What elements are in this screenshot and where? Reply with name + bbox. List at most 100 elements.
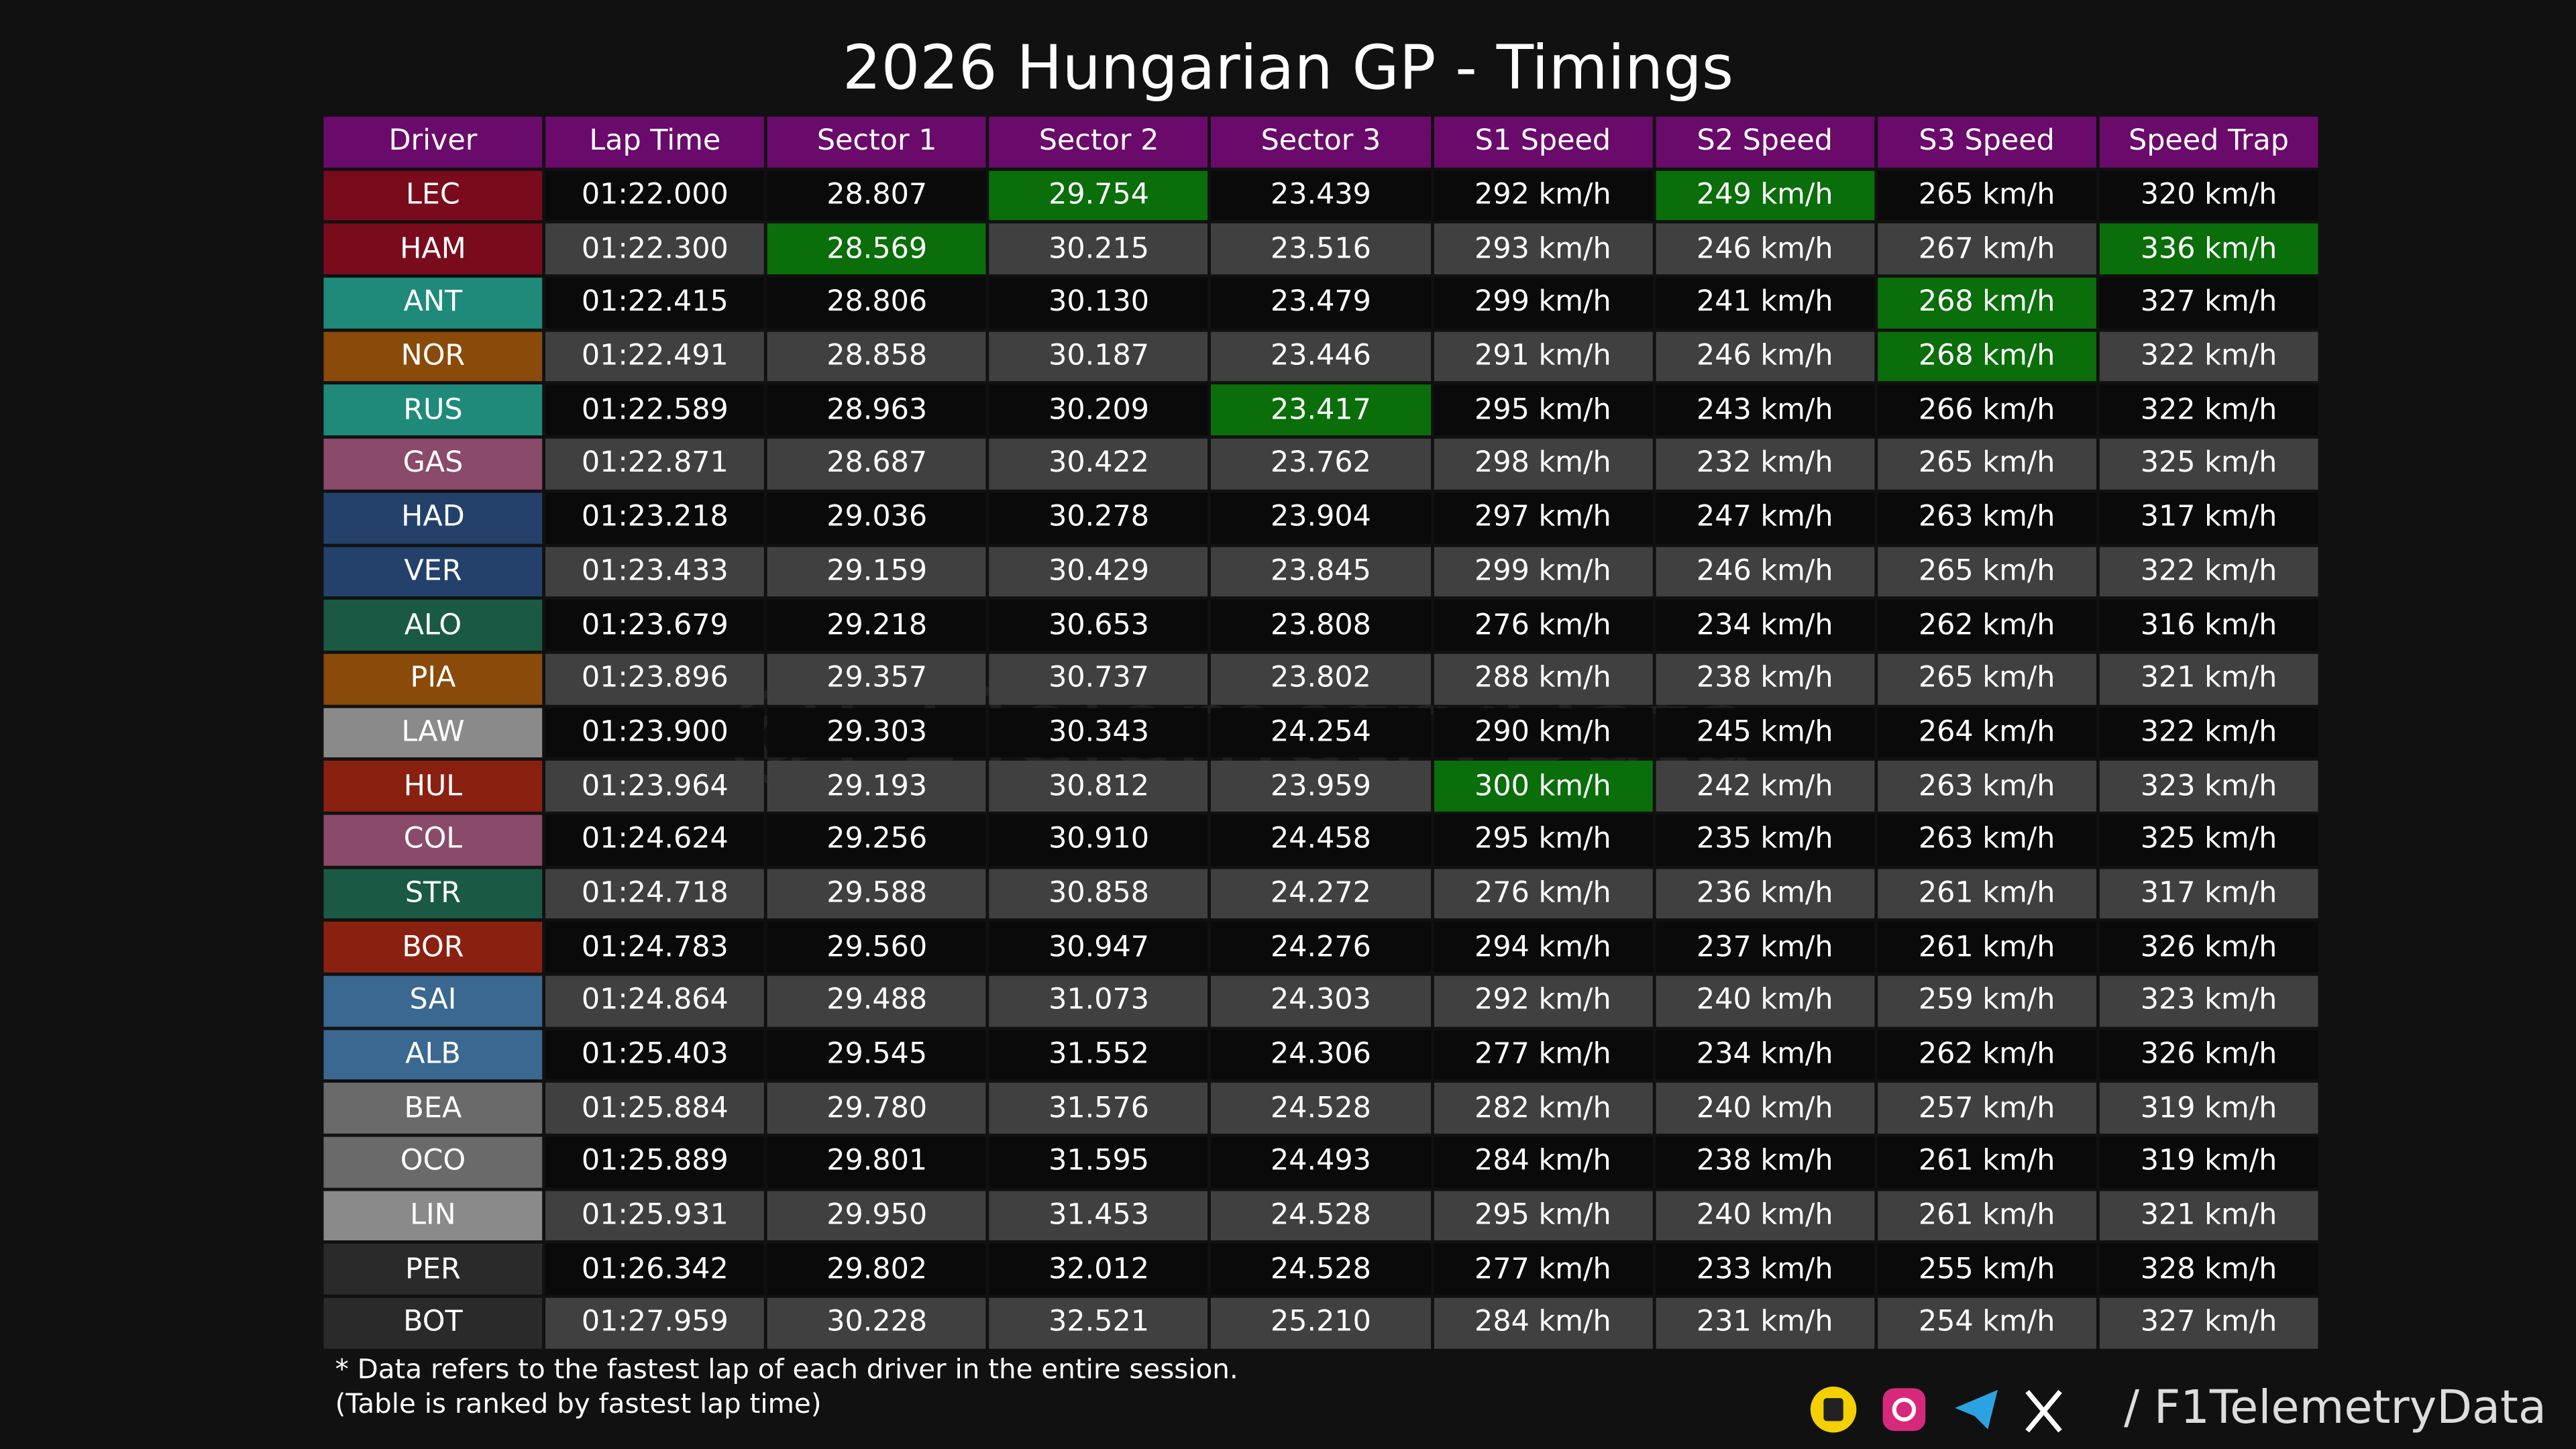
data-cell: 264 km/h	[1877, 707, 2096, 758]
data-cell: 243 km/h	[1655, 385, 1874, 436]
data-cell: 30.209	[989, 385, 1209, 436]
table-row: COL 01:24.624 29.256 30.910 24.458 295 km/h 23…	[322, 813, 2320, 867]
data-cell: 32.012	[989, 1244, 1209, 1295]
header-cell: Driver	[323, 116, 543, 168]
data-cell: 31.595	[989, 1136, 1209, 1188]
data-cell: 23.479	[1211, 278, 1430, 329]
data-cell: 240 km/h	[1655, 975, 1874, 1026]
header-cell: Sector 3	[1211, 116, 1430, 168]
table-row: GAS 01:22.871 28.687 30.422 23.762 298 km/h 23…	[322, 437, 2320, 491]
data-cell: 23.845	[1211, 546, 1430, 597]
data-cell: 261 km/h	[1877, 868, 2096, 919]
driver-cell: NOR	[323, 331, 543, 382]
data-cell: 24.458	[1211, 814, 1430, 865]
table-row: BEA 01:25.884 29.780 31.576 24.528 282 km/h 24…	[322, 1081, 2320, 1135]
data-cell: 01:23.896	[545, 653, 765, 704]
driver-cell: SAI	[323, 975, 543, 1026]
data-cell: 234 km/h	[1655, 600, 1874, 651]
header-cell: Speed Trap	[2099, 116, 2318, 168]
data-cell: 234 km/h	[1655, 1029, 1874, 1080]
data-cell: 24.272	[1211, 868, 1430, 919]
driver-cell: HAD	[323, 492, 543, 543]
data-cell: 327 km/h	[2099, 278, 2318, 329]
data-cell: 326 km/h	[2099, 1029, 2318, 1080]
data-cell: 29.588	[767, 868, 987, 919]
data-cell: 29.357	[767, 653, 987, 704]
data-cell: 300 km/h	[1433, 761, 1652, 812]
data-cell: 293 km/h	[1433, 223, 1652, 275]
driver-cell: COL	[323, 814, 543, 865]
table-row: PER 01:26.342 29.802 32.012 24.528 277 km/h 23…	[322, 1243, 2320, 1297]
data-cell: 24.528	[1211, 1244, 1430, 1295]
data-cell: 249 km/h	[1655, 170, 1874, 221]
data-cell: 29.801	[767, 1136, 987, 1188]
data-cell: 321 km/h	[2099, 653, 2318, 704]
data-cell: 268 km/h	[1877, 331, 2096, 382]
data-cell: 01:22.491	[545, 331, 765, 382]
cup	[1823, 1398, 1843, 1421]
data-cell: 238 km/h	[1655, 653, 1874, 704]
driver-cell: LIN	[323, 1190, 543, 1242]
data-cell: 255 km/h	[1877, 1244, 2096, 1295]
data-cell: 01:27.959	[545, 1298, 765, 1349]
driver-cell: HUL	[323, 761, 543, 812]
footnote: (Table is ranked by fastest lap time)	[335, 1388, 822, 1419]
data-cell: 01:22.871	[545, 439, 765, 490]
data-cell: 29.754	[989, 170, 1209, 221]
data-cell: 336 km/h	[2099, 223, 2318, 275]
data-cell: 267 km/h	[1877, 223, 2096, 275]
data-cell: 24.303	[1211, 975, 1430, 1026]
data-cell: 29.950	[767, 1190, 987, 1242]
driver-cell: ALO	[323, 600, 543, 651]
data-cell: 01:24.864	[545, 975, 765, 1026]
data-cell: 23.439	[1211, 170, 1430, 221]
data-cell: 30.910	[989, 814, 1209, 865]
data-cell: 24.306	[1211, 1029, 1430, 1080]
data-cell: 282 km/h	[1433, 1083, 1652, 1134]
data-cell: 30.429	[989, 546, 1209, 597]
data-cell: 01:24.783	[545, 922, 765, 973]
data-cell: 263 km/h	[1877, 761, 2096, 812]
data-cell: 29.218	[767, 600, 987, 651]
data-cell: 30.812	[989, 761, 1209, 812]
driver-cell: GAS	[323, 439, 543, 490]
data-cell: 317 km/h	[2099, 868, 2318, 919]
data-cell: 265 km/h	[1877, 170, 2096, 221]
data-cell: 30.130	[989, 278, 1209, 329]
data-cell: 28.569	[767, 223, 987, 275]
table-row: OCO 01:25.889 29.801 31.595 24.493 284 km/h 23…	[322, 1135, 2320, 1189]
data-cell: 28.806	[767, 278, 987, 329]
data-cell: 236 km/h	[1655, 868, 1874, 919]
data-cell: 246 km/h	[1655, 546, 1874, 597]
data-cell: 291 km/h	[1433, 331, 1652, 382]
data-cell: 328 km/h	[2099, 1244, 2318, 1295]
data-cell: 299 km/h	[1433, 546, 1652, 597]
data-cell: 30.737	[989, 653, 1209, 704]
data-cell: 327 km/h	[2099, 1298, 2318, 1349]
data-cell: 232 km/h	[1655, 439, 1874, 490]
driver-cell: HAM	[323, 223, 543, 275]
data-cell: 240 km/h	[1655, 1190, 1874, 1242]
header-cell: Sector 1	[767, 116, 987, 168]
data-cell: 01:24.718	[545, 868, 765, 919]
driver-cell: STR	[323, 868, 543, 919]
driver-cell: BEA	[323, 1083, 543, 1134]
data-cell: 321 km/h	[2099, 1190, 2318, 1242]
table-row: HAD 01:23.218 29.036 30.278 23.904 297 km/h 24…	[322, 491, 2320, 545]
data-cell: 30.278	[989, 492, 1209, 543]
lens	[1892, 1397, 1917, 1421]
data-cell: 24.493	[1211, 1136, 1430, 1188]
data-cell: 29.036	[767, 492, 987, 543]
data-cell: 23.417	[1211, 385, 1430, 436]
title: 2026 Hungarian GP - Timings	[842, 32, 1734, 104]
driver-cell: OCO	[323, 1136, 543, 1188]
driver-cell: ALB	[323, 1029, 543, 1080]
data-cell: 235 km/h	[1655, 814, 1874, 865]
data-cell: 28.963	[767, 385, 987, 436]
data-cell: 245 km/h	[1655, 707, 1874, 758]
data-cell: 325 km/h	[2099, 814, 2318, 865]
data-cell: 238 km/h	[1655, 1136, 1874, 1188]
data-cell: 32.521	[989, 1298, 1209, 1349]
